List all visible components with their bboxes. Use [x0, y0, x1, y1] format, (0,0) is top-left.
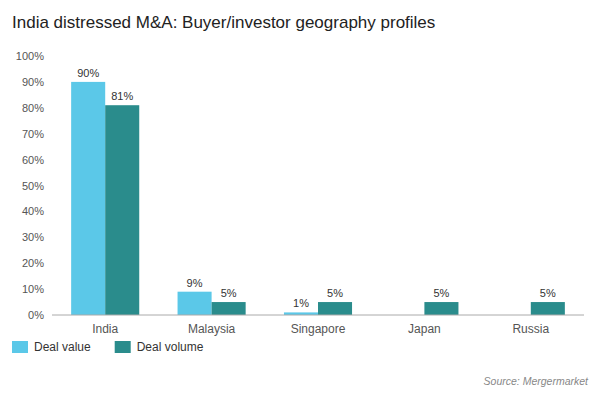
- data-label: 9%: [187, 277, 203, 289]
- x-tick-label: Singapore: [291, 322, 346, 336]
- y-tick-label: 70%: [22, 128, 44, 140]
- y-tick-label: 50%: [22, 180, 44, 192]
- y-tick-label: 90%: [22, 76, 44, 88]
- data-label: 5%: [433, 287, 449, 299]
- data-label: 1%: [293, 297, 309, 309]
- data-label: 81%: [111, 90, 133, 102]
- data-label: 90%: [77, 67, 99, 79]
- bar: [424, 302, 458, 315]
- y-axis: 0% 10% 20% 30% 40% 50% 60% 70% 80% 90% 100%: [16, 50, 44, 321]
- y-tick-label: 20%: [22, 257, 44, 269]
- x-axis-line: [52, 315, 584, 316]
- legend-label: Deal volume: [137, 340, 204, 354]
- y-tick-label: 10%: [22, 283, 44, 295]
- data-labels: 90% 9% 1% 81% 5% 5% 5% 5%: [77, 67, 556, 310]
- bars: [71, 82, 565, 315]
- data-label: 5%: [327, 287, 343, 299]
- y-tick-label: 40%: [22, 205, 44, 217]
- bar: [105, 105, 139, 315]
- x-tick-label: Malaysia: [188, 322, 236, 336]
- y-tick-label: 60%: [22, 154, 44, 166]
- data-label: 5%: [540, 287, 556, 299]
- y-tick-label: 100%: [16, 50, 44, 62]
- bar: [71, 82, 105, 315]
- y-tick-label: 0%: [28, 309, 44, 321]
- x-tick-label: India: [92, 322, 118, 336]
- legend-swatch: [12, 341, 28, 353]
- x-tick-label: Russia: [512, 322, 549, 336]
- x-tick-label: Japan: [408, 322, 441, 336]
- bar: [531, 302, 565, 315]
- chart: India distressed M&A: Buyer/investor geo…: [0, 0, 600, 397]
- bar: [318, 302, 352, 315]
- bar: [178, 292, 212, 315]
- x-axis: India Malaysia Singapore Japan Russia: [92, 322, 549, 336]
- legend-swatch: [115, 341, 131, 353]
- source: Source: Mergermarket: [484, 375, 590, 387]
- bar: [212, 302, 246, 315]
- legend-label: Deal value: [34, 340, 91, 354]
- y-tick-label: 80%: [22, 102, 44, 114]
- y-tick-label: 30%: [22, 231, 44, 243]
- title: India distressed M&A: Buyer/investor geo…: [12, 13, 435, 32]
- data-label: 5%: [221, 287, 237, 299]
- legend: Deal value Deal volume: [12, 340, 204, 354]
